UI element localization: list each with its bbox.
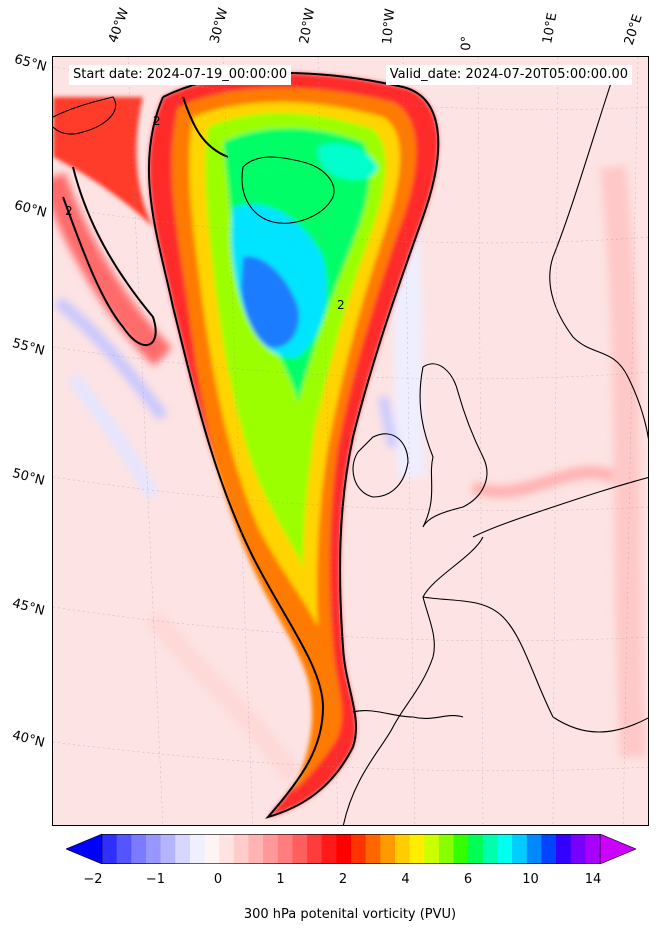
lon-label-0: 0° — [459, 35, 475, 51]
colorbar-label: 300 hPa potenital vorticity (PVU) — [243, 907, 457, 922]
colorbar-swatch — [336, 834, 352, 864]
colorbar-swatch — [409, 834, 425, 864]
colorbar-swatch — [585, 834, 601, 864]
colorbar-swatch — [292, 834, 308, 864]
colorbar-tick-label: 6 — [463, 872, 473, 887]
colorbar-outline — [101, 834, 601, 864]
colorbar — [66, 834, 636, 864]
colorbar-swatch — [424, 834, 440, 864]
colorbar-swatch — [512, 834, 528, 864]
contour-label: 2 — [153, 114, 161, 128]
pv-contour-2 — [62, 72, 440, 819]
colorbar-tick-label: −1 — [145, 872, 166, 887]
coastlines — [53, 76, 648, 825]
colorbar-swatch — [131, 834, 147, 864]
colorbar-swatch — [453, 834, 469, 864]
lon-label-10w: 10°W — [380, 7, 399, 45]
colorbar-extend-high — [599, 834, 636, 864]
colorbar-swatch — [556, 834, 572, 864]
gridlines — [53, 57, 648, 825]
colorbar-tick-label: −2 — [83, 872, 103, 887]
start-date-label: Start date: 2024-07-19_00:00:00 — [69, 65, 292, 85]
colorbar-swatch — [277, 834, 293, 864]
lon-label-20e: 20°E — [621, 12, 646, 48]
lat-label-55n: 55°N — [10, 336, 47, 359]
lat-label-65n: 65°N — [12, 52, 49, 75]
map-canvas: 2 2 2 — [53, 57, 648, 825]
lon-label-30w: 30°W — [207, 6, 232, 45]
colorbar-swatch — [219, 834, 235, 864]
colorbar-extend-low — [66, 834, 103, 864]
colorbar-swatch — [351, 834, 367, 864]
lon-label-10e: 10°E — [540, 11, 561, 45]
contour-label: 2 — [337, 298, 345, 312]
colorbar-tick-label: 14 — [584, 872, 602, 887]
colorbar-tick-label: 0 — [213, 872, 223, 887]
colorbar-swatch — [394, 834, 411, 864]
lat-label-40n: 40°N — [10, 728, 47, 751]
colorbar-tick-label: 10 — [522, 872, 539, 887]
colorbar-swatch — [233, 834, 249, 864]
lat-label-45n: 45°N — [10, 596, 47, 619]
colorbar-swatch — [307, 834, 323, 864]
pv-map: 2 2 2 — [52, 56, 649, 826]
colorbar-tick-label: 4 — [401, 872, 410, 887]
colorbar-swatch — [497, 834, 513, 864]
colorbar-swatch — [116, 834, 132, 864]
lon-label-40w: 40°W — [105, 6, 133, 45]
colorbar-swatch — [468, 834, 484, 864]
colorbar-swatch — [102, 834, 118, 864]
colorbar-swatch — [321, 834, 337, 864]
lon-label-20w: 20°W — [297, 7, 319, 46]
colorbar-swatch — [570, 834, 586, 864]
colorbar-swatch — [263, 834, 279, 864]
colorbar-tick-label: 2 — [338, 872, 348, 887]
colorbar-swatch — [438, 834, 455, 864]
colorbar-swatches — [66, 834, 636, 864]
colorbar-swatch — [160, 834, 176, 864]
colorbar-swatch — [541, 834, 557, 864]
colorbar-swatch — [482, 834, 498, 864]
colorbar-swatch — [248, 834, 264, 864]
colorbar-tick-label: 1 — [276, 872, 285, 887]
contour-label: 2 — [65, 204, 73, 218]
valid-date-label: Valid_date: 2024-07-20T05:00:00.00 — [385, 65, 632, 85]
colorbar-swatch — [204, 834, 220, 864]
colorbar-swatch — [380, 834, 396, 864]
colorbar-swatch — [175, 834, 191, 864]
colorbar-swatch — [145, 834, 162, 864]
colorbar-swatch — [189, 834, 206, 864]
lat-label-50n: 50°N — [10, 466, 47, 489]
lat-label-60n: 60°N — [12, 198, 49, 221]
colorbar-swatch — [365, 834, 381, 864]
colorbar-swatch — [526, 834, 542, 864]
